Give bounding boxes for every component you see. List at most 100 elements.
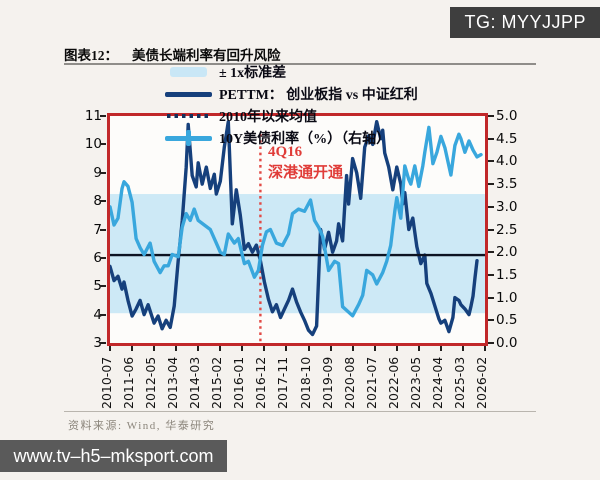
x-axis-tick-mark [329, 346, 332, 351]
x-axis-tick-label: 2015-02 [209, 356, 225, 409]
x-axis-tick-label: 2013-04 [165, 356, 181, 409]
x-axis-tick-label: 2018-10 [297, 356, 313, 409]
right-axis-tick-mark [488, 273, 494, 276]
x-axis-tick-label: 2021-07 [363, 356, 379, 409]
right-axis-tick-label: 5.0 [496, 108, 518, 124]
x-axis-tick-label: 2017-11 [275, 356, 291, 409]
right-axis-tick-mark [488, 319, 494, 322]
x-axis-tick-mark [285, 346, 288, 351]
left-axis-tick-mark [100, 171, 106, 174]
legend-item-us10y: 10Y美债利率（%）（右轴） [165, 127, 418, 149]
left-axis-tick-label: 5 [93, 278, 102, 295]
right-axis-tick-mark [488, 160, 494, 163]
x-axis-tick-label: 2025-03 [451, 356, 467, 409]
x-axis-tick-mark [395, 346, 398, 351]
x-axis-tick-mark [307, 346, 310, 351]
chart-legend: ± 1x标准差 PETTM： 创业板指 vs 中证红利 2010年以来均值 10… [165, 61, 418, 149]
x-axis-tick-mark [109, 346, 111, 351]
source-note: 资料来源: Wind, 华泰研究 [68, 420, 216, 432]
x-axis-tick-label: 2019-09 [319, 356, 335, 409]
x-axis-tick-mark [461, 346, 464, 351]
right-axis-tick-label: 4.0 [496, 153, 518, 170]
right-axis-tick-label: 1.5 [496, 266, 518, 283]
right-axis-tick-mark [488, 342, 494, 344]
right-axis-tick-label: 0.0 [496, 335, 518, 351]
right-axis-tick-label: 1.0 [496, 289, 518, 306]
x-axis-tick-label: 2011-06 [121, 356, 137, 409]
x-axis-tick-mark [484, 346, 486, 351]
x-axis-tick-label: 2014-03 [187, 356, 203, 409]
right-axis-tick-label: 4.5 [496, 130, 518, 147]
source-divider [64, 411, 536, 412]
right-axis-tick-label: 3.0 [496, 198, 518, 215]
title-divider [64, 63, 536, 65]
left-axis-tick-mark [100, 256, 106, 259]
x-axis-tick-mark [219, 346, 222, 351]
legend-item-band: ± 1x标准差 [165, 61, 418, 83]
left-axis-tick-label: 3 [93, 335, 102, 351]
x-axis-tick-label: 2023-05 [407, 356, 423, 409]
left-axis-tick-mark [100, 143, 106, 146]
right-axis-tick-label: 2.0 [496, 244, 518, 261]
x-axis-tick-label: 2026-02 [474, 356, 489, 409]
x-axis-tick-mark [417, 346, 420, 351]
x-axis-tick-label: 2024-04 [429, 356, 445, 409]
x-axis-tick-mark [197, 346, 200, 351]
chart-title-prefix: 图表12： [64, 48, 118, 63]
legend-label: 2010年以来均值 [219, 110, 317, 125]
right-axis-tick-mark [488, 137, 494, 140]
x-axis-tick-mark [373, 346, 376, 351]
right-axis-tick-label: 0.5 [496, 312, 518, 329]
chart-canvas [110, 119, 485, 343]
left-axis-tick-mark [100, 115, 106, 117]
event-annotation-line2: 深港通开通 [268, 165, 344, 181]
x-axis-tick-mark [263, 346, 266, 351]
dotted-line-icon [166, 114, 211, 118]
event-annotation-line1: 4Q16 [268, 144, 303, 160]
watermark-bar: www.tv–h5–mksport.com [0, 440, 227, 472]
x-axis-tick-label: 2016-12 [253, 356, 269, 409]
chart-plot-area [107, 113, 488, 346]
right-axis-tick-label: 2.5 [496, 221, 518, 238]
legend-item-pettm: PETTM： 创业板指 vs 中证红利 [165, 83, 418, 105]
left-axis-tick-mark [100, 285, 106, 288]
x-axis-tick-mark [131, 346, 134, 351]
right-axis-tick-label: 3.5 [496, 176, 518, 193]
x-axis-tick-label: 2010-07 [99, 356, 114, 409]
event-annotation: 4Q16 深港通开通 [268, 142, 343, 184]
left-axis-tick-mark [100, 228, 106, 231]
chart-title: 图表12： 美债长端利率有回升风险 [64, 44, 538, 64]
series-pettm-line [110, 119, 479, 337]
right-axis-tick-mark [488, 205, 494, 208]
legend-label: PETTM： 创业板指 vs 中证红利 [219, 88, 418, 103]
left-axis-tick-label: 7 [93, 221, 102, 238]
x-axis-tick-mark [439, 346, 442, 351]
left-axis-tick-mark [100, 313, 106, 316]
x-axis-tick-mark [153, 346, 156, 351]
x-axis-tick-mark [351, 346, 354, 351]
legend-label: 10Y美债利率（%）（右轴） [219, 132, 391, 147]
left-axis-tick-label: 4 [93, 306, 102, 323]
right-axis-tick-mark [488, 228, 494, 231]
telegram-badge: TG: MYYJJPP [450, 7, 600, 38]
x-axis-tick-label: 2020-08 [341, 356, 357, 409]
right-axis-tick-mark [488, 115, 494, 117]
left-axis-tick-label: 11 [84, 108, 102, 124]
left-axis-tick-label: 10 [84, 136, 102, 153]
left-axis-tick-label: 6 [93, 249, 102, 266]
x-axis-tick-mark [241, 346, 244, 351]
band-swatch-icon [170, 67, 207, 77]
x-axis-tick-label: 2012-05 [143, 356, 159, 409]
right-axis-tick-mark [488, 251, 494, 254]
left-axis-tick-mark [100, 342, 106, 344]
left-axis-tick-label: 8 [93, 193, 102, 210]
right-axis-tick-mark [488, 296, 494, 299]
left-axis-tick-label: 9 [93, 164, 102, 181]
x-axis-tick-label: 2022-06 [385, 356, 401, 409]
series-us10y-line [110, 125, 483, 318]
lightblue-line-icon [165, 130, 212, 146]
chart-title-text: 美债长端利率有回升风险 [132, 48, 281, 63]
x-axis-tick-mark [175, 346, 178, 351]
right-axis-tick-mark [488, 183, 494, 186]
